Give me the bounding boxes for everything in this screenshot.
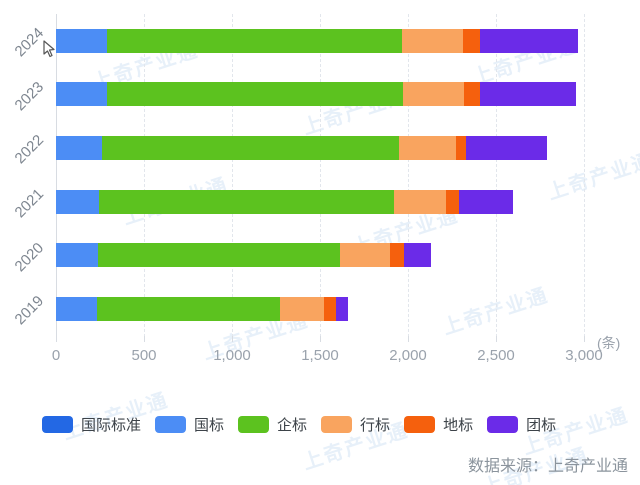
legend-swatch [155,416,187,433]
data-source-note: 数据来源：上奇产业通 [467,458,628,475]
bar-2022[interactable] [56,136,584,161]
x-tick-mark [320,336,321,342]
legend-swatch [487,416,519,433]
bar-2023[interactable] [56,82,584,107]
bar-segment-2022-国标[interactable] [56,136,102,161]
bar-segment-2022-行标[interactable] [399,136,457,161]
legend-item-行标[interactable]: 行标 [321,414,390,435]
bar-2019[interactable] [56,297,584,322]
legend-label: 国标 [194,417,225,434]
gridline [320,14,321,342]
legend-swatch [238,416,270,433]
bar-segment-2019-团标[interactable] [335,297,349,322]
legend-item-国际标准[interactable]: 国际标准 [42,414,141,435]
x-tick-label: 3,000 [565,347,603,364]
bar-segment-2020-行标[interactable] [340,243,391,268]
x-tick-mark [584,336,585,342]
plot-area [56,14,585,342]
bar-segment-2022-地标[interactable] [456,136,467,161]
y-axis-label-2022: 2022 [11,131,48,168]
bar-segment-2024-行标[interactable] [401,28,464,53]
y-axis-label-2019: 2019 [11,292,48,329]
y-axis-line [56,14,57,342]
grid-layer [56,14,585,342]
x-tick-label: 0 [51,347,61,364]
bar-segment-2020-企标[interactable] [98,243,341,268]
y-axis-label-2023: 2023 [11,78,48,114]
legend-label: 地标 [443,417,474,434]
bar-segment-2024-企标[interactable] [107,28,402,53]
bar-segment-2022-企标[interactable] [101,136,400,161]
x-tick-label: 2,000 [389,347,427,364]
bar-segment-2019-企标[interactable] [97,297,280,322]
bar-segment-2023-团标[interactable] [480,82,577,107]
bar-segment-2021-企标[interactable] [99,189,394,214]
x-tick-mark [496,336,497,342]
bar-segment-2023-企标[interactable] [107,82,403,107]
bar-segment-2021-地标[interactable] [445,189,459,214]
legend-item-国标[interactable]: 国标 [155,414,224,435]
legend-item-地标[interactable]: 地标 [404,414,473,435]
bar-segment-2023-行标[interactable] [402,82,465,107]
legend-label: 行标 [360,417,391,434]
gridline [232,14,233,342]
gridline [496,14,497,342]
bar-segment-2019-国标[interactable] [56,297,98,322]
x-tick-label: 1,500 [301,347,339,364]
gridline [144,14,145,342]
gridline [584,14,585,342]
legend-label: 国际标准 [81,417,142,434]
legend-label: 企标 [277,417,308,434]
bar-2021[interactable] [56,189,584,214]
legend-swatch [321,416,353,433]
y-axis-label-2021: 2021 [11,185,48,221]
bars-layer [56,14,584,336]
x-tick-mark [56,336,57,342]
gridline [408,14,409,342]
x-tick-mark [232,336,233,342]
x-tick-mark [144,336,145,342]
bar-segment-2019-行标[interactable] [279,297,324,322]
bar-segment-2021-行标[interactable] [393,189,446,214]
legend-swatch [42,416,73,433]
legend-item-企标[interactable]: 企标 [238,414,307,435]
bar-segment-2021-国标[interactable] [56,189,100,214]
y-axis-label-2020: 2020 [11,239,48,275]
bar-segment-2023-国标[interactable] [56,82,108,107]
bar-2024[interactable] [56,28,584,53]
legend: 国际标准 国标 企标 行标 地标 团标 [42,414,556,435]
bar-segment-2023-地标[interactable] [464,82,481,107]
axis-unit-label: (条) [597,335,621,351]
x-tick-label: 500 [131,347,157,364]
bar-segment-2020-团标[interactable] [404,243,431,268]
bar-2020[interactable] [56,243,584,268]
bar-segment-2022-团标[interactable] [466,136,547,161]
bar-segment-2020-国标[interactable] [56,243,99,268]
bar-segment-2024-团标[interactable] [480,28,578,53]
x-tick-label: 1,000 [213,347,251,364]
bar-segment-2024-国标[interactable] [56,28,108,53]
bar-segment-2021-团标[interactable] [459,189,513,214]
legend-label: 团标 [526,417,557,434]
legend-item-团标[interactable]: 团标 [487,414,556,435]
x-tick-label: 2,500 [477,347,515,364]
legend-swatch [404,416,436,433]
x-tick-mark [408,336,409,342]
bar-segment-2019-地标[interactable] [323,297,336,322]
bar-segment-2020-地标[interactable] [390,243,405,268]
bar-segment-2024-地标[interactable] [463,28,481,53]
mouse-cursor-icon [43,40,55,58]
